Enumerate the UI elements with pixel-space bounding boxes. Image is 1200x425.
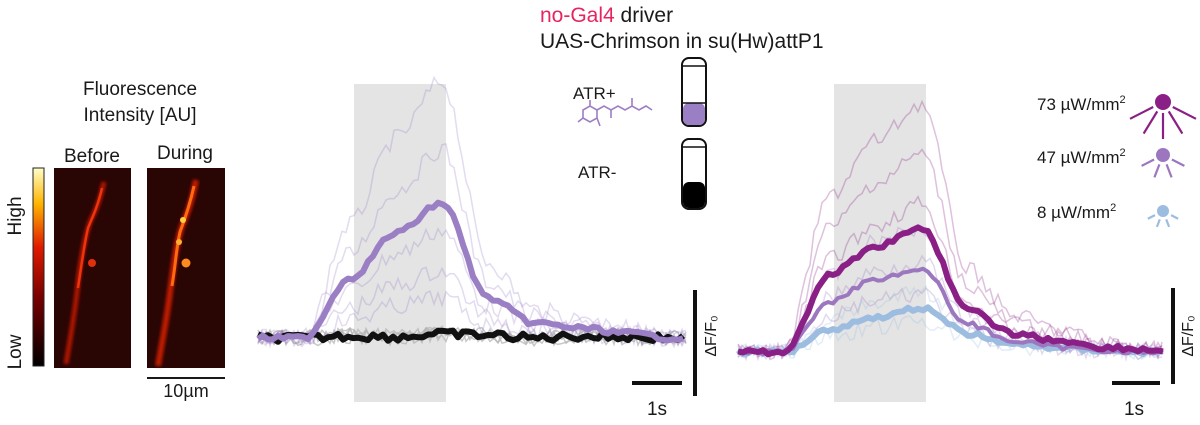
image-during <box>147 168 225 368</box>
plot1-line-atr-minus <box>256 327 685 345</box>
intensity-legend: 73 µW/mm2 47 µW/mm2 8 µW/mm2 <box>1037 94 1197 228</box>
legend-73-label: 73 µW/mm2 <box>1037 94 1126 114</box>
plot2-df-label: ΔF/F₀ <box>1180 315 1197 356</box>
lamp-8-icon <box>1147 205 1179 228</box>
genotype-line-2: UAS-Chrimson in su(Hw)attP1 <box>540 30 824 53</box>
image-before <box>54 168 131 368</box>
atr-legend: ATR+ ATR- <box>573 57 707 210</box>
plot1-trial-atr-plus <box>257 75 687 345</box>
imaging-title-line-2: Intensity [AU] <box>84 105 197 126</box>
lamp-73-icon <box>1129 94 1197 139</box>
plot2-time-label: 1s <box>1124 399 1144 420</box>
legend-47-label: 47 µW/mm2 <box>1037 147 1126 167</box>
tube-atr-plus-icon <box>681 57 707 127</box>
lamp-47-icon <box>1141 148 1185 178</box>
atr-plus-label: ATR+ <box>573 84 616 103</box>
panel-before-label: Before <box>64 146 120 167</box>
imaging-title-line-1: Fluorescence <box>83 79 197 100</box>
colorbar-low-label: Low <box>5 334 26 369</box>
retinal-molecule-icon <box>577 98 653 127</box>
plot1-line-atr-plus <box>256 199 684 344</box>
stimulus-window-plot1 <box>354 84 446 402</box>
colorbar <box>32 167 45 367</box>
plot1-df-label: ΔF/F₀ <box>703 315 720 356</box>
plot2-trial <box>737 99 1163 361</box>
genotype-driver-label: driver <box>615 4 673 27</box>
image-scale-label: 10µm <box>163 381 208 401</box>
stimulus-window-plot2 <box>834 84 926 402</box>
atr-minus-label: ATR- <box>578 163 616 182</box>
plot1-single-trials <box>257 75 687 349</box>
plot2-line-73uw <box>737 224 1164 358</box>
colorbar-high-label: High <box>5 196 26 235</box>
panel-during-label: During <box>157 143 213 164</box>
plot1-time-label: 1s <box>647 399 667 420</box>
genotype-gal4-label: no-Gal4 <box>540 4 615 27</box>
plot1-trial-atr-plus <box>257 227 687 348</box>
tube-atr-minus-icon <box>681 138 707 210</box>
genotype-line-1: no-Gal4 driver <box>540 4 673 27</box>
legend-8-label: 8 µW/mm2 <box>1037 202 1116 222</box>
